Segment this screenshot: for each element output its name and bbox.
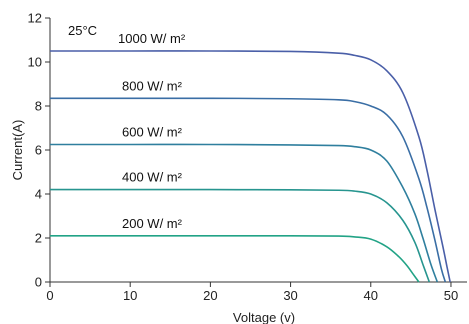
series-group <box>50 50 451 283</box>
series-label: 600 W/ m² <box>122 125 183 140</box>
series-line <box>50 234 420 283</box>
x-axis-title: Voltage (v) <box>233 310 295 324</box>
x-tick-label: 40 <box>364 288 378 303</box>
x-tick-label: 10 <box>123 288 137 303</box>
x-ticks: 0 10 20 30 40 50 <box>46 282 458 303</box>
y-tick-label: 6 <box>35 143 42 158</box>
series-line <box>50 143 439 283</box>
series-label: 800 W/ m² <box>122 78 183 93</box>
y-axis-title: Current(A) <box>10 120 25 181</box>
temperature-annotation: 25°C <box>68 23 97 38</box>
series-labels: 1000 W/ m² 800 W/ m² 600 W/ m² 400 W/ m² 200… <box>118 31 186 231</box>
axes <box>49 18 467 283</box>
series-label: 1000 W/ m² <box>118 31 186 46</box>
series-line <box>50 50 451 283</box>
x-tick-label: 50 <box>444 288 458 303</box>
series-label: 200 W/ m² <box>122 216 183 231</box>
y-tick-label: 2 <box>35 231 42 246</box>
y-tick-label: 12 <box>28 11 42 26</box>
y-tick-label: 4 <box>35 187 42 202</box>
y-tick-label: 0 <box>35 275 42 290</box>
y-ticks: 0 2 4 6 8 10 12 <box>28 11 50 290</box>
y-tick-label: 10 <box>28 55 42 70</box>
series-line <box>50 97 447 283</box>
x-tick-label: 20 <box>203 288 217 303</box>
series-line <box>50 188 431 283</box>
y-tick-label: 8 <box>35 99 42 114</box>
x-tick-label: 30 <box>283 288 297 303</box>
x-tick-label: 0 <box>46 288 53 303</box>
series-label: 400 W/ m² <box>122 170 183 185</box>
